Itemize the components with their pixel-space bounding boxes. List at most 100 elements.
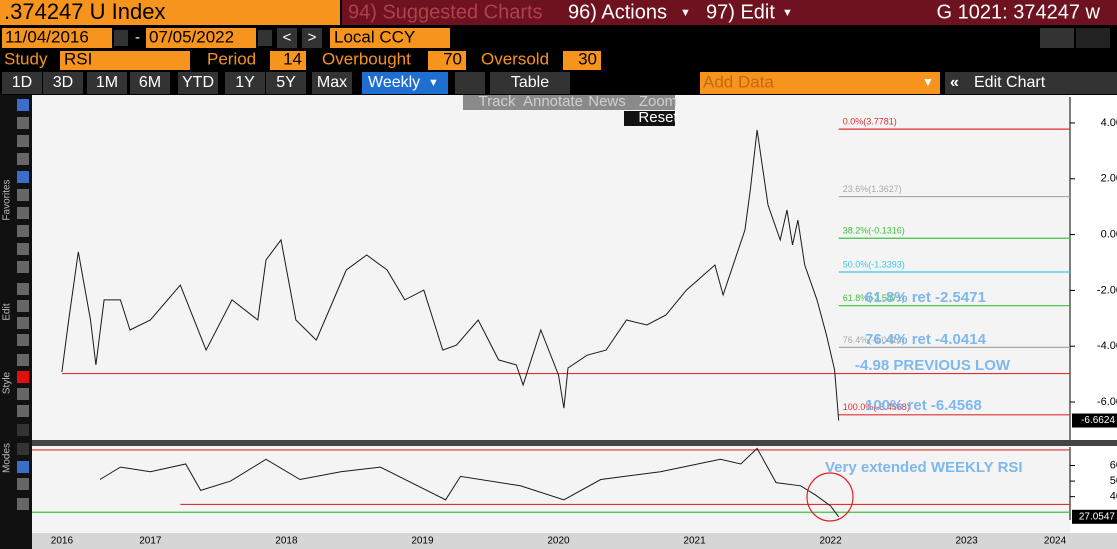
range-button[interactable] — [43, 72, 83, 94]
cal-icon[interactable] — [258, 30, 272, 46]
tool[interactable] — [17, 261, 29, 273]
tool[interactable] — [17, 424, 29, 436]
edit-chart[interactable]: Edit Chart — [974, 74, 1046, 91]
menu-bar — [342, 0, 1117, 25]
ob-box[interactable] — [428, 51, 466, 70]
prev[interactable] — [277, 28, 297, 48]
range-button[interactable] — [178, 72, 218, 94]
suggested[interactable]: 94) Suggested Charts — [348, 1, 543, 23]
add-data-box[interactable] — [700, 72, 940, 94]
actions[interactable]: 96) Actions — [568, 1, 667, 23]
range[interactable]: 3D — [53, 74, 73, 91]
side-label: Edit — [2, 303, 13, 320]
dash: - — [135, 29, 140, 46]
tool[interactable] — [17, 189, 29, 201]
tool[interactable] — [17, 283, 29, 295]
caret: ▼ — [922, 75, 934, 89]
tool-label[interactable]: News — [588, 93, 626, 110]
tool[interactable] — [17, 117, 29, 129]
tool[interactable] — [17, 498, 29, 510]
reset-button[interactable] — [624, 111, 675, 126]
end-date[interactable]: 07/05/2022 — [149, 27, 234, 46]
range-button[interactable] — [87, 72, 127, 94]
next[interactable] — [302, 28, 322, 48]
start-date[interactable]: 11/04/2016 — [5, 27, 89, 46]
tool-label[interactable]: Track — [479, 93, 516, 110]
range-button[interactable] — [266, 72, 306, 94]
tool[interactable] — [17, 99, 29, 111]
tool[interactable] — [17, 171, 29, 183]
side-label: Style — [2, 371, 13, 394]
range[interactable]: 5Y — [276, 74, 296, 91]
annotation: 61.8% ret -2.5471 — [865, 289, 986, 306]
tool[interactable] — [17, 388, 29, 400]
tool[interactable] — [17, 443, 29, 455]
tool[interactable] — [17, 153, 29, 165]
annotation: Very extended WEEKLY RSI — [825, 459, 1023, 476]
tool[interactable] — [17, 478, 29, 490]
tool[interactable] — [17, 243, 29, 255]
os-box[interactable] — [563, 51, 601, 70]
last-value-box — [1072, 413, 1117, 428]
tool[interactable] — [17, 135, 29, 147]
period[interactable]: 14 — [283, 49, 302, 68]
range-button[interactable] — [312, 72, 352, 94]
range[interactable]: Max — [317, 74, 347, 91]
fib-label: 61.8%(-2.5471) — [843, 293, 905, 303]
annotation: -4.98 PREVIOUS LOW — [855, 357, 1011, 374]
tool[interactable] — [17, 334, 29, 346]
undo[interactable] — [1040, 28, 1074, 48]
oversold[interactable]: 30 — [578, 49, 597, 68]
redo[interactable] — [1076, 28, 1110, 48]
cal-icon[interactable] — [114, 30, 128, 46]
last-value: -6.6624 — [1081, 415, 1115, 426]
study-box[interactable] — [60, 51, 190, 70]
overbought[interactable]: 70 — [443, 49, 462, 68]
range[interactable]: 1D — [12, 74, 32, 91]
ccy-box[interactable] — [330, 28, 450, 48]
chart-type[interactable] — [455, 72, 485, 94]
table[interactable]: Table — [511, 74, 549, 91]
oversold-label: Oversold — [481, 49, 549, 68]
range[interactable]: YTD — [182, 74, 214, 91]
range-button[interactable] — [2, 72, 42, 94]
fib-label: 38.2%(-0.1316) — [843, 226, 905, 236]
study-name[interactable]: RSI — [64, 49, 92, 68]
table-button[interactable] — [490, 72, 570, 94]
caret: ▼ — [680, 7, 691, 19]
period-box[interactable] — [270, 51, 306, 70]
collapse[interactable]: « — [950, 74, 959, 91]
tool-label[interactable]: Reset — [638, 109, 678, 126]
freq-button[interactable] — [362, 72, 448, 94]
add-data[interactable]: Add Data — [703, 72, 774, 91]
tool[interactable] — [17, 461, 29, 473]
tool[interactable] — [17, 207, 29, 219]
currency[interactable]: Local CCY — [334, 27, 415, 46]
range-button[interactable] — [130, 72, 170, 94]
range-button[interactable] — [225, 72, 265, 94]
tool[interactable] — [17, 225, 29, 237]
highlight-circle — [806, 472, 854, 522]
tool[interactable] — [17, 354, 29, 366]
y-tick-label: -6.00 — [1097, 396, 1117, 408]
date-box[interactable] — [146, 28, 256, 48]
range[interactable]: 1Y — [235, 74, 255, 91]
tool[interactable] — [17, 405, 29, 417]
tool-label[interactable]: Annotate — [523, 93, 583, 110]
frequency[interactable]: Weekly — [368, 74, 420, 91]
fib-label: 76.4%(-4.0414) — [843, 335, 905, 345]
x-tick-label: 2018 — [275, 536, 298, 547]
fib-label: 50.0%(-1.3393) — [843, 259, 905, 269]
edit-menu[interactable]: 97) Edit — [706, 1, 775, 23]
tool[interactable] — [17, 371, 29, 383]
date-box[interactable] — [2, 28, 112, 48]
tool-label[interactable]: Zoom — [639, 93, 677, 110]
y-tick-label: -2.00 — [1097, 284, 1117, 296]
range[interactable]: 6M — [139, 74, 161, 91]
edit-bar — [945, 72, 1117, 94]
range[interactable]: 1M — [96, 74, 118, 91]
overbought-label: Overbought — [322, 49, 411, 68]
tool[interactable] — [17, 300, 29, 312]
tool[interactable] — [17, 317, 29, 329]
